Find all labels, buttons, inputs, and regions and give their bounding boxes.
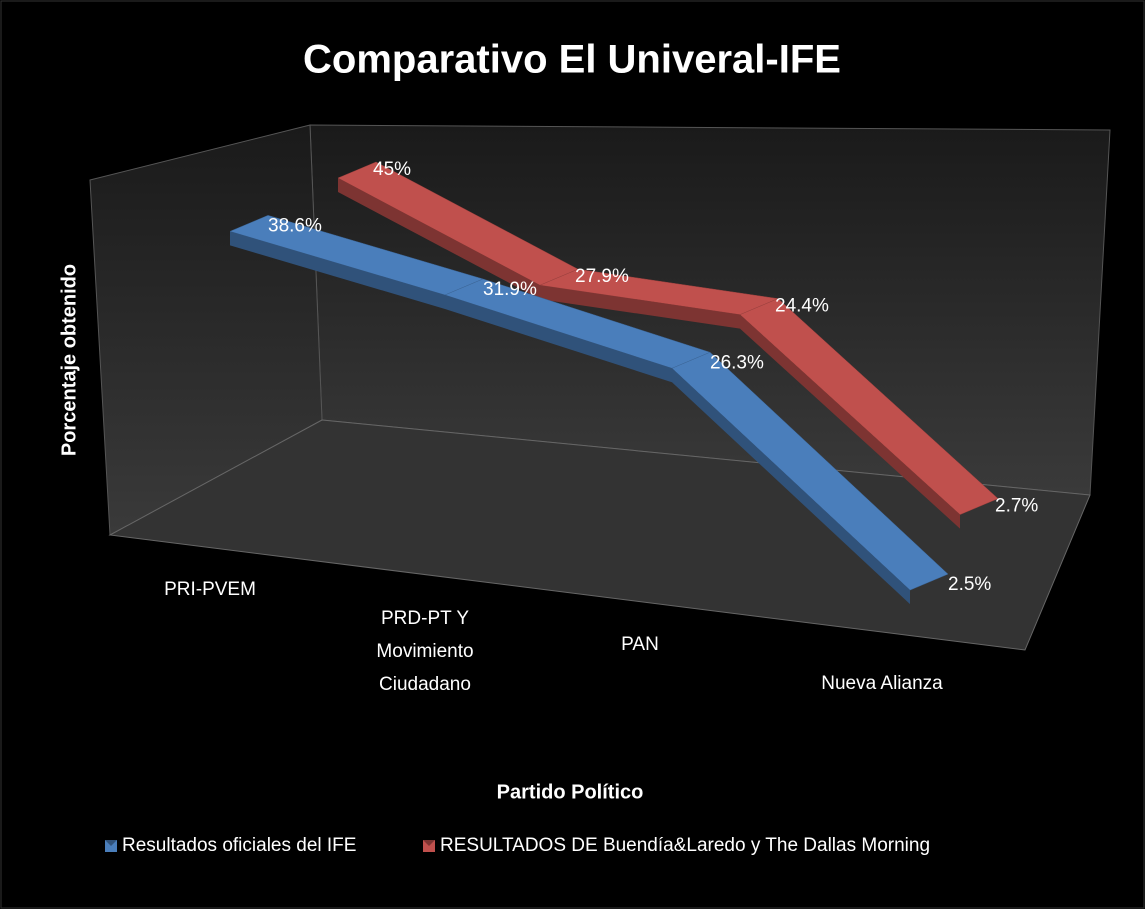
legend-swatch-shade [423, 840, 435, 846]
chart-title: Comparativo El Univeral-IFE [303, 38, 841, 82]
legend-swatch-shade [105, 840, 117, 846]
ribbon-top [671, 351, 949, 591]
ribbon-front [338, 178, 960, 529]
x-tick-label: Nueva Alianza [821, 673, 943, 694]
data-label: 27.9% [575, 266, 629, 287]
x-tick-label: PRI-PVEM [164, 579, 256, 600]
data-label: 31.9% [483, 279, 537, 300]
data-label: 24.4% [775, 296, 829, 317]
data-label: 2.7% [995, 496, 1038, 517]
legend-label: Resultados oficiales del IFE [122, 835, 356, 856]
data-label: 2.5% [948, 574, 991, 595]
y-axis-title: Porcentaje obtenido [58, 264, 80, 456]
data-label: 26.3% [710, 352, 764, 373]
x-axis-title: Partido Político [497, 781, 644, 803]
data-label: 45% [373, 159, 411, 180]
legend-label: RESULTADOS DE Buendía&Laredo y The Dalla… [440, 835, 930, 856]
x-tick-label: PAN [621, 634, 659, 655]
ribbon-top [739, 298, 999, 515]
data-label: 38.6% [268, 215, 322, 236]
x-tick-label: PRD-PT Y Movimiento Ciudadano [376, 608, 474, 695]
